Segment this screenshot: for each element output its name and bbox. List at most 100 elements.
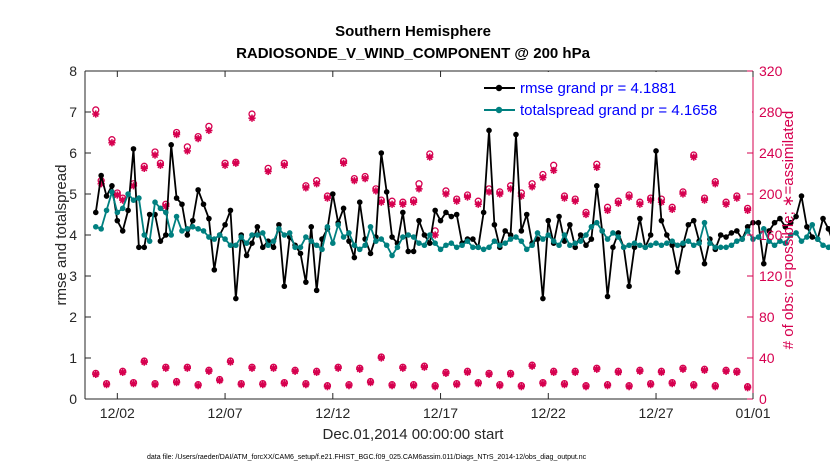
series-point-rmse — [782, 224, 789, 230]
y-right-tick-label: 280 — [759, 104, 783, 120]
obs-assimilated-marker — [415, 185, 423, 193]
obs-assimilated-marker — [216, 376, 224, 385]
obs-assimilated-marker — [571, 197, 579, 205]
legend: rmse grand pr = 4.1881 totalspread grand… — [471, 72, 752, 122]
obs-assimilated-marker — [194, 135, 202, 143]
series-point-totalspread — [653, 240, 659, 246]
series-point-totalspread — [561, 232, 568, 238]
obs-assimilated-marker — [119, 368, 127, 376]
y-right-tick-label: 80 — [759, 309, 775, 325]
obs-assimilated-marker — [313, 180, 321, 188]
series-point-rmse — [453, 211, 460, 218]
obs-assimilated-marker — [399, 364, 407, 372]
series-point-totalspread — [497, 242, 503, 249]
series-point-totalspread — [475, 244, 482, 251]
obs-assimilated-marker — [744, 384, 752, 392]
obs-assimilated-marker — [496, 190, 504, 198]
series-point-rmse — [195, 187, 201, 193]
series-point-totalspread — [319, 246, 325, 253]
series-point-rmse — [637, 215, 643, 222]
y-right-tick-label: 240 — [759, 145, 783, 161]
series-point-totalspread — [615, 234, 622, 240]
series-point-rmse — [734, 228, 740, 234]
series-point-rmse — [163, 232, 169, 238]
series-point-rmse — [173, 195, 180, 201]
series-point-rmse — [405, 248, 412, 255]
series-point-totalspread — [529, 242, 535, 249]
series-point-totalspread — [523, 246, 530, 253]
y-right-tick-label: 200 — [759, 186, 783, 202]
series-point-rmse — [513, 131, 519, 138]
obs-assimilated-marker — [302, 184, 310, 192]
obs-assimilated-marker — [442, 190, 450, 198]
series-point-totalspread — [109, 189, 115, 195]
series-point-rmse — [378, 150, 385, 156]
obs-assimilated-marker — [264, 167, 272, 176]
series-point-rmse — [825, 226, 830, 232]
obs-assimilated-marker — [194, 382, 202, 390]
legend-spread-label: totalspread grand pr = 4.1658 — [520, 102, 717, 119]
obs-assimilated-marker — [377, 354, 385, 362]
x-axis-label: Dec.01,2014 00:00:00 start — [323, 426, 505, 443]
series-point-rmse — [491, 221, 498, 228]
series-point-totalspread — [362, 242, 368, 249]
series-point-totalspread — [426, 232, 433, 238]
series-point-rmse — [109, 183, 115, 189]
obs-assimilated-marker — [657, 368, 666, 376]
series-point-totalspread — [184, 226, 191, 232]
series-point-totalspread — [793, 230, 799, 236]
series-point-totalspread — [265, 242, 271, 249]
series-point-totalspread — [626, 242, 632, 249]
series-point-rmse — [820, 215, 826, 222]
obs-assimilated-marker — [323, 383, 332, 391]
series-point-rmse — [313, 287, 320, 294]
series-point-totalspread — [470, 244, 476, 251]
series-point-rmse — [437, 217, 444, 224]
series-point-totalspread — [717, 244, 724, 251]
series-point-rmse — [276, 221, 282, 228]
obs-assimilated-marker — [636, 367, 644, 375]
y-right-tick-label: 40 — [759, 350, 775, 366]
obs-assimilated-marker — [679, 365, 687, 373]
series-point-totalspread — [545, 232, 552, 238]
series-point-totalspread — [308, 238, 315, 244]
obs-assimilated-marker — [614, 199, 622, 207]
series-point-totalspread — [141, 232, 148, 238]
chart-title: Southern Hemisphere — [335, 23, 491, 40]
series-point-rmse — [189, 217, 196, 224]
series-point-rmse — [421, 232, 428, 238]
series-point-rmse — [787, 219, 794, 226]
obs-assimilated-marker — [366, 379, 375, 387]
series-point-rmse — [426, 240, 433, 246]
series-point-totalspread — [324, 224, 331, 230]
obs-assimilated-marker — [528, 183, 536, 191]
series-point-totalspread — [125, 191, 131, 197]
series-point-totalspread — [669, 238, 675, 244]
series-point-totalspread — [577, 238, 584, 244]
series-point-totalspread — [486, 244, 492, 251]
series-point-totalspread — [432, 240, 438, 246]
series-point-totalspread — [480, 246, 487, 253]
obs-assimilated-marker — [625, 193, 633, 201]
obs-assimilated-marker — [722, 200, 730, 208]
series-point-rmse — [701, 260, 708, 267]
obs-assimilated-marker — [474, 380, 482, 388]
series-point-rmse — [233, 295, 239, 302]
series-point-rmse — [723, 234, 729, 240]
series-point-rmse — [367, 250, 374, 257]
obs-assimilated-marker — [162, 364, 170, 372]
series-point-totalspread — [642, 244, 649, 251]
series-point-totalspread — [647, 242, 654, 249]
y-right-tick-label: 0 — [759, 391, 767, 407]
series-point-totalspread — [453, 244, 460, 251]
obs-assimilated-marker — [345, 382, 353, 390]
series-point-rmse — [771, 219, 778, 226]
series-point-rmse — [717, 232, 724, 238]
series-point-totalspread — [690, 242, 697, 249]
series-point-totalspread — [712, 244, 719, 251]
series-point-rmse — [114, 217, 121, 224]
series-point-totalspread — [173, 213, 180, 220]
obs-assimilated-marker — [334, 364, 342, 372]
y-tick-label: 6 — [69, 145, 77, 161]
series-point-rmse — [556, 213, 562, 220]
